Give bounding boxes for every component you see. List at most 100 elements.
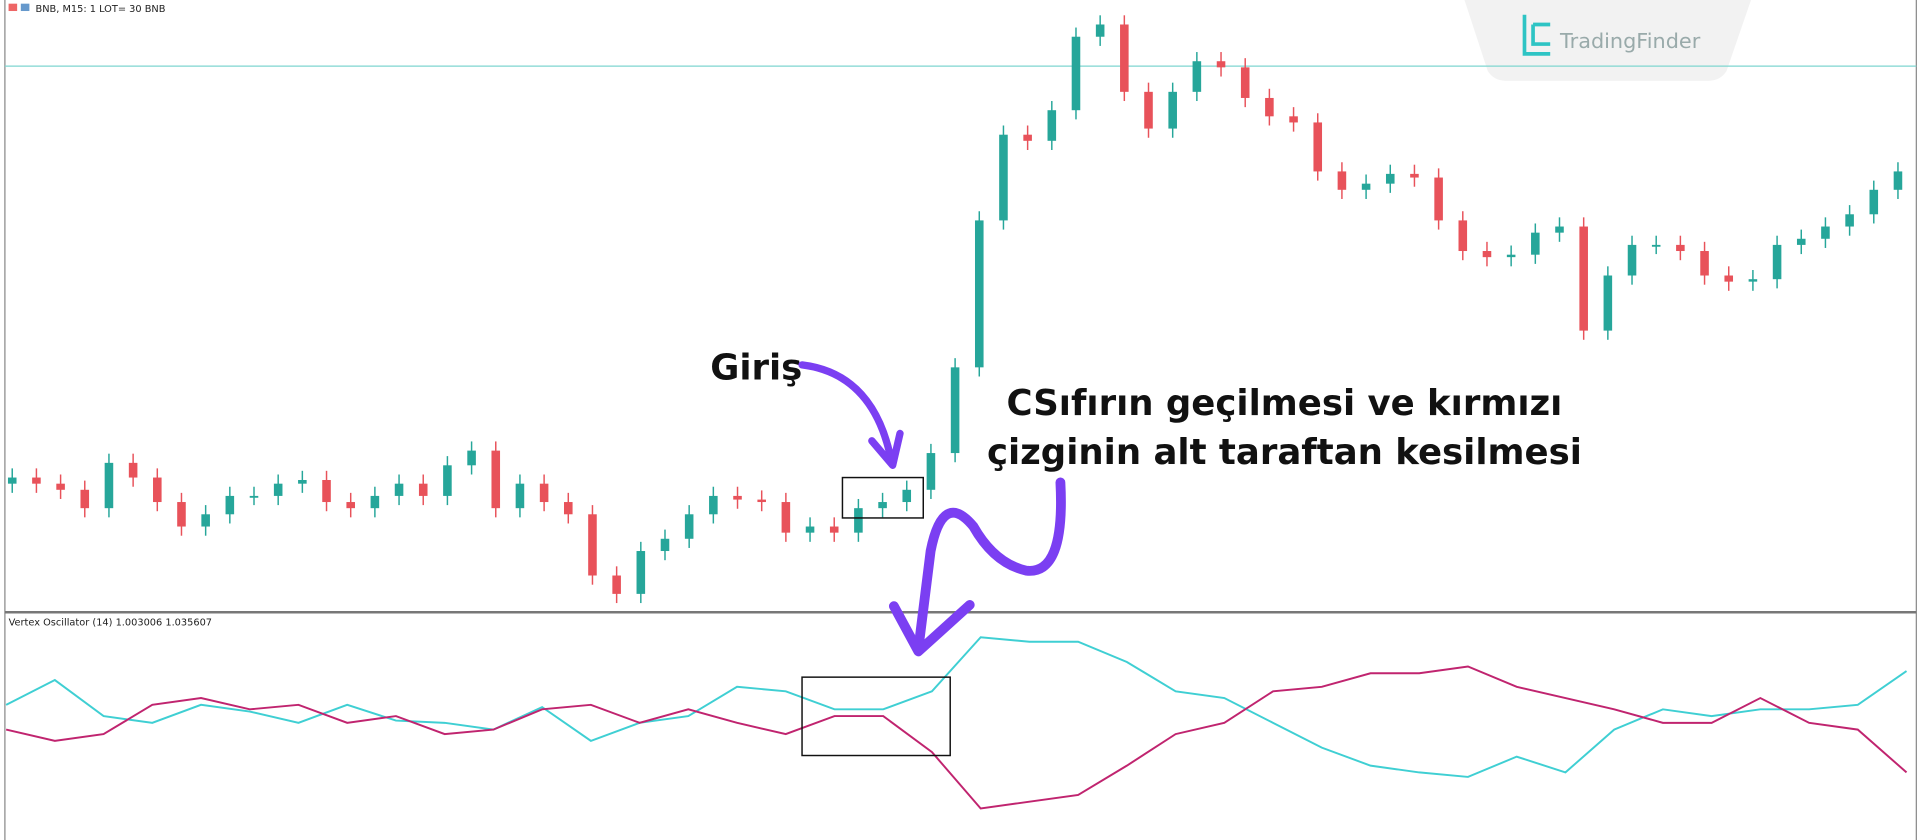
indicator-line: [5, 665, 1908, 810]
candle-body: [1458, 220, 1468, 252]
candle-body: [612, 575, 621, 594]
candle-body: [926, 453, 936, 490]
candle-body: [1313, 122, 1323, 172]
candle-body: [1893, 171, 1903, 190]
candle-body: [636, 551, 646, 594]
candle-body: [298, 480, 307, 484]
candle-body: [104, 462, 114, 509]
candle-body: [1676, 244, 1685, 252]
candle-body: [1796, 238, 1806, 245]
logo-badge: [1464, 0, 1752, 81]
candle-body: [999, 134, 1008, 221]
candle-body: [1821, 226, 1830, 239]
candle-body: [467, 450, 476, 466]
candle-body: [1385, 173, 1395, 184]
arrow: [798, 361, 894, 460]
arrow-head: [888, 600, 975, 657]
candle-body: [588, 514, 597, 576]
candle-body: [1603, 275, 1613, 331]
candle-body: [1748, 279, 1758, 282]
candle-body: [1700, 251, 1709, 276]
candle-body: [1482, 251, 1492, 258]
candle-body: [1047, 110, 1057, 141]
icon: [8, 3, 18, 12]
candle-body: [225, 495, 235, 515]
candle-body: [177, 502, 186, 527]
candle-body: [1627, 244, 1637, 276]
candle-body: [1023, 134, 1032, 141]
candle-body: [1845, 214, 1854, 227]
candle-body: [1772, 244, 1782, 280]
highlight-box: [801, 676, 951, 757]
candle-body: [443, 465, 452, 496]
candle-body: [709, 495, 718, 515]
candle-body: [950, 367, 960, 454]
candle-body: [1506, 254, 1516, 258]
candle-body: [370, 495, 380, 509]
candle-body: [1071, 36, 1081, 111]
candle-body: [1555, 226, 1564, 233]
candle-body: [1337, 171, 1347, 190]
icon: [20, 3, 30, 12]
candle-body: [684, 514, 694, 539]
candle-body: [781, 502, 791, 533]
candle-body: [564, 502, 573, 515]
candle-body: [515, 483, 525, 509]
symbol-info: BNB, M15: 1 LOT= 30 BNB: [36, 4, 166, 15]
annotation: çizginin alt taraftan kesilmesi: [987, 432, 1582, 473]
candle-body: [1120, 24, 1129, 92]
candle-body: [1265, 97, 1274, 117]
candle-body: [539, 483, 549, 503]
candle-body: [1579, 226, 1588, 331]
candle-body: [128, 462, 138, 478]
candle-body: [7, 477, 17, 484]
candle-body: [733, 495, 742, 500]
marks: [4, 15, 1917, 810]
candle-body: [1168, 91, 1177, 129]
candle-body: [1289, 116, 1298, 123]
candle-body: [974, 220, 984, 368]
candle-body: [1361, 183, 1371, 190]
arrow-head: [868, 429, 904, 469]
candle-body: [1531, 232, 1540, 255]
arrow: [913, 477, 1066, 654]
candle-body: [1192, 61, 1202, 92]
indicator-label: Vertex Oscillator (14) 1.003006 1.035607: [9, 618, 212, 629]
highlight-box: [841, 476, 924, 519]
candle-body: [829, 526, 839, 533]
candle-body: [346, 502, 355, 509]
candle-body: [1434, 177, 1443, 221]
candle-body: [1216, 61, 1226, 68]
candle-body: [56, 483, 65, 490]
candle-body: [249, 495, 259, 498]
candle-body: [322, 480, 331, 503]
candle-body: [80, 489, 90, 509]
candle-body: [1095, 24, 1105, 37]
candle-body: [1144, 91, 1153, 129]
candle-body: [153, 477, 162, 503]
annotation: CSıfırın geçilmesi ve kırmızı: [1007, 383, 1563, 424]
candle-body: [201, 514, 210, 527]
candle-body: [1240, 67, 1250, 98]
candle-body: [1869, 189, 1879, 215]
candle-body: [273, 483, 283, 496]
logo-icon: [1522, 14, 1551, 56]
candle-body: [757, 499, 766, 503]
annotation: Giriş: [710, 348, 802, 389]
candle-body: [418, 483, 428, 496]
candle-body: [1651, 244, 1661, 247]
candle-body: [491, 450, 501, 509]
candle-body: [394, 483, 404, 496]
candle-body: [805, 526, 815, 533]
candle-body: [902, 489, 912, 503]
logo-text: TradingFinder: [1559, 29, 1701, 53]
candle-body: [1410, 173, 1419, 178]
candle-body: [1724, 275, 1734, 282]
candle-body: [854, 508, 863, 533]
candle-body: [878, 502, 887, 509]
candle-body: [32, 477, 41, 484]
candle-body: [660, 538, 670, 552]
